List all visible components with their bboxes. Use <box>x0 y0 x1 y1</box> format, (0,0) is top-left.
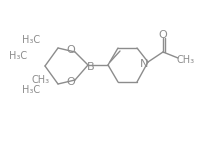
Text: B: B <box>87 62 95 72</box>
Text: CH₃: CH₃ <box>32 75 50 85</box>
Text: N: N <box>140 59 148 69</box>
Text: O: O <box>67 45 75 55</box>
Text: O: O <box>67 77 75 87</box>
Text: H₃C: H₃C <box>22 35 40 45</box>
Text: CH₃: CH₃ <box>177 55 195 65</box>
Text: H₃C: H₃C <box>9 51 27 61</box>
Text: H₃C: H₃C <box>22 85 40 95</box>
Text: O: O <box>159 30 167 40</box>
